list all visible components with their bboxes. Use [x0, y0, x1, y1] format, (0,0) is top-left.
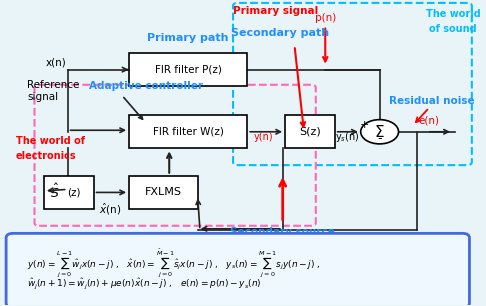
FancyBboxPatch shape — [6, 233, 469, 306]
Text: x(n): x(n) — [45, 57, 66, 67]
Text: Primary signal: Primary signal — [233, 6, 318, 16]
Text: The world: The world — [426, 9, 480, 19]
FancyBboxPatch shape — [129, 53, 247, 86]
Text: FIR filter W(z): FIR filter W(z) — [153, 127, 224, 137]
Text: +: + — [360, 120, 369, 130]
Text: Secondary source: Secondary source — [230, 227, 335, 237]
Text: e(n): e(n) — [419, 116, 440, 125]
Text: $y(n) = \sum_{j=0}^{L-1} \hat{w}_j x(n-j)$ ,   $\hat{x}(n) = \sum_{j=0}^{\hat{M}: $y(n) = \sum_{j=0}^{L-1} \hat{w}_j x(n-j… — [27, 247, 321, 280]
Text: FXLMS: FXLMS — [145, 187, 182, 197]
Text: $\hat{S}$: $\hat{S}$ — [50, 182, 60, 200]
Text: Residual noise: Residual noise — [389, 96, 474, 106]
Text: of sound: of sound — [429, 24, 477, 34]
FancyBboxPatch shape — [129, 176, 198, 209]
Text: Reference
signal: Reference signal — [27, 80, 80, 102]
Text: Primary path: Primary path — [147, 33, 229, 43]
Circle shape — [361, 120, 399, 144]
Text: (z): (z) — [67, 187, 80, 197]
Text: Secondary path: Secondary path — [231, 28, 330, 38]
FancyBboxPatch shape — [44, 176, 94, 209]
Text: y(n): y(n) — [254, 132, 274, 142]
Text: S(z): S(z) — [299, 127, 321, 137]
FancyBboxPatch shape — [285, 115, 335, 148]
FancyBboxPatch shape — [129, 115, 247, 148]
Text: FIR filter P(z): FIR filter P(z) — [155, 65, 222, 75]
Text: electronics: electronics — [16, 151, 76, 162]
Text: $\hat{x}$(n): $\hat{x}$(n) — [99, 202, 121, 217]
Text: $\Sigma$: $\Sigma$ — [374, 124, 385, 140]
Text: y$_s$(n): y$_s$(n) — [335, 130, 360, 144]
Text: -: - — [377, 132, 382, 145]
Text: $\hat{w}_j(n+1) = \hat{w}_j(n) + \mu e(n)\hat{x}(n-j)$ ,   $e(n) = p(n) - y_s(n): $\hat{w}_j(n+1) = \hat{w}_j(n) + \mu e(n… — [27, 276, 262, 290]
Text: The world of: The world of — [16, 136, 85, 146]
Text: p(n): p(n) — [314, 13, 336, 23]
Text: Adaptive controller: Adaptive controller — [89, 81, 203, 91]
